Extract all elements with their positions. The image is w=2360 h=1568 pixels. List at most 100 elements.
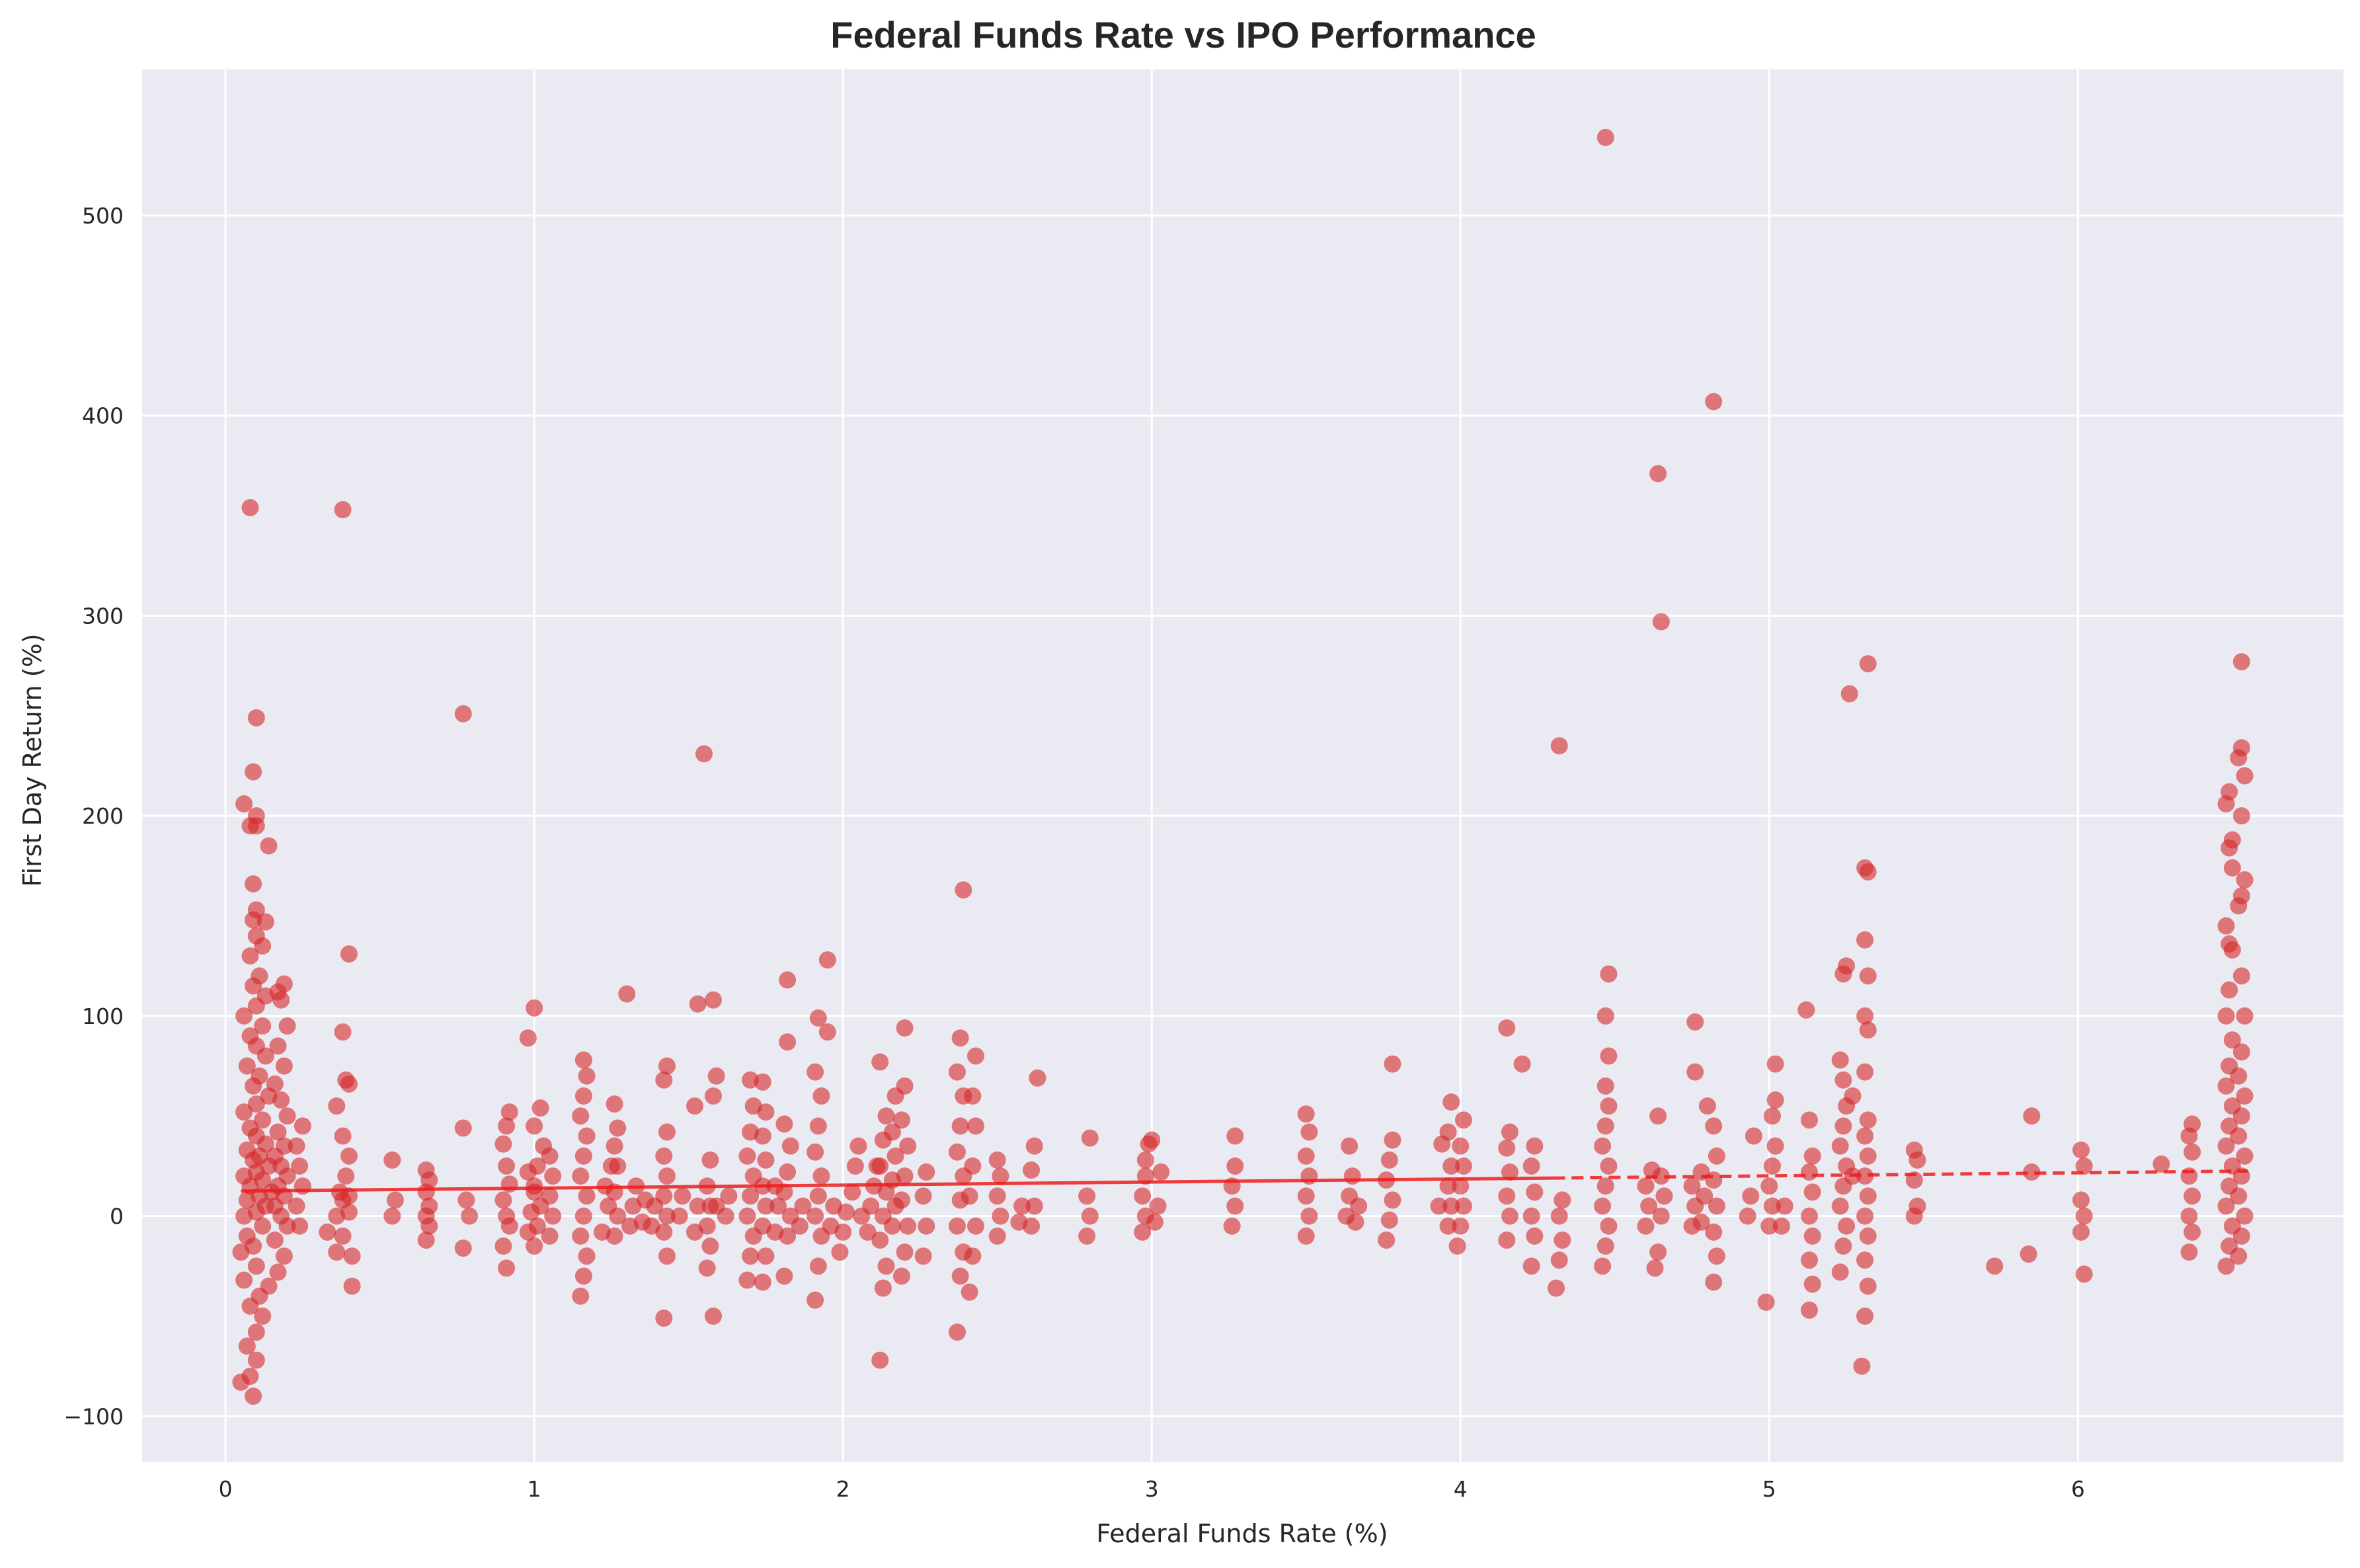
data-point xyxy=(1454,1197,1472,1215)
data-point xyxy=(2217,1137,2235,1155)
data-point xyxy=(674,1187,691,1205)
data-point xyxy=(278,1017,296,1035)
data-point xyxy=(2180,1243,2198,1261)
data-point xyxy=(2217,1077,2235,1095)
data-point xyxy=(883,1123,901,1141)
x-tick-label: 5 xyxy=(1762,1476,1776,1502)
data-point xyxy=(572,1287,590,1305)
data-point xyxy=(705,1087,723,1105)
data-point xyxy=(2023,1163,2041,1181)
data-point xyxy=(269,983,287,1001)
data-point xyxy=(2232,1227,2250,1245)
data-point xyxy=(964,1247,982,1265)
data-point xyxy=(1452,1217,1470,1235)
data-point xyxy=(1442,1157,1460,1175)
data-point xyxy=(655,1147,673,1165)
data-point xyxy=(294,1117,311,1135)
data-point xyxy=(2221,981,2238,999)
data-point xyxy=(343,1277,361,1295)
data-point xyxy=(892,1267,910,1285)
data-point xyxy=(2232,887,2250,905)
data-point xyxy=(738,1207,756,1225)
data-point xyxy=(698,1217,716,1235)
data-point xyxy=(1649,465,1667,483)
data-point xyxy=(655,1223,673,1241)
data-point xyxy=(235,795,253,813)
data-point xyxy=(794,1197,812,1215)
data-point xyxy=(658,1123,676,1141)
data-point xyxy=(1840,685,1858,703)
data-point xyxy=(757,1103,775,1121)
data-point xyxy=(948,1063,966,1081)
data-point xyxy=(834,1223,852,1241)
data-point xyxy=(1763,1157,1781,1175)
data-point xyxy=(2217,1257,2235,1275)
data-point xyxy=(2230,1187,2248,1205)
data-point xyxy=(494,1135,512,1153)
data-point xyxy=(871,1053,889,1071)
data-point xyxy=(2230,1247,2248,1265)
x-tick-label: 4 xyxy=(1454,1476,1468,1502)
data-point xyxy=(1649,1243,1667,1261)
data-point xyxy=(1498,1139,1516,1157)
data-point xyxy=(1856,1063,1874,1081)
data-point xyxy=(1448,1237,1466,1255)
data-point xyxy=(754,1073,771,1091)
data-point xyxy=(1297,1147,1315,1165)
data-point xyxy=(914,1187,932,1205)
data-point xyxy=(1757,1293,1775,1311)
data-point xyxy=(241,498,259,516)
data-point xyxy=(254,1308,272,1325)
data-point xyxy=(1078,1187,1096,1205)
data-point xyxy=(757,1247,775,1265)
data-point xyxy=(955,881,972,899)
data-point xyxy=(658,1247,676,1265)
data-point xyxy=(528,1157,546,1175)
data-point xyxy=(2223,859,2241,877)
data-point xyxy=(1025,1197,1043,1215)
data-point xyxy=(1223,1217,1241,1235)
data-point xyxy=(238,1141,256,1159)
data-point xyxy=(541,1227,559,1245)
data-point xyxy=(757,1151,775,1169)
data-point xyxy=(1380,1211,1398,1229)
data-point xyxy=(1705,1117,1723,1135)
data-point xyxy=(1548,1279,1565,1297)
data-point xyxy=(1646,1259,1664,1277)
data-point xyxy=(1554,1191,1571,1209)
data-point xyxy=(238,1337,256,1355)
data-point xyxy=(1986,1257,2004,1275)
data-point xyxy=(948,1323,966,1341)
data-point xyxy=(247,709,265,726)
y-axis-label: First Day Return (%) xyxy=(18,633,47,886)
data-point xyxy=(754,1273,771,1291)
data-point xyxy=(1859,1227,1877,1245)
data-point xyxy=(781,1137,799,1155)
data-point xyxy=(2072,1223,2090,1241)
data-point xyxy=(988,1151,1006,1169)
data-point xyxy=(334,501,352,519)
data-point xyxy=(1652,613,1670,631)
data-point xyxy=(670,1207,688,1225)
data-point xyxy=(1801,1251,1819,1269)
data-point xyxy=(238,1227,256,1245)
data-point xyxy=(241,1119,259,1137)
data-point xyxy=(1297,1187,1315,1205)
data-point xyxy=(1594,1257,1612,1275)
y-gridlines xyxy=(142,214,2343,1417)
data-point xyxy=(1347,1213,1364,1231)
data-point xyxy=(883,1217,901,1235)
data-point xyxy=(574,1087,592,1105)
data-point xyxy=(1766,1137,1784,1155)
data-point xyxy=(892,1191,910,1209)
data-point xyxy=(705,991,723,1009)
data-point xyxy=(417,1161,435,1179)
data-point xyxy=(457,1191,475,1209)
data-point xyxy=(742,1247,760,1265)
data-point xyxy=(775,1183,793,1201)
data-point xyxy=(951,1117,969,1135)
data-point xyxy=(1380,1151,1398,1169)
data-point xyxy=(251,1067,268,1085)
x-tick-label: 6 xyxy=(2071,1476,2085,1502)
